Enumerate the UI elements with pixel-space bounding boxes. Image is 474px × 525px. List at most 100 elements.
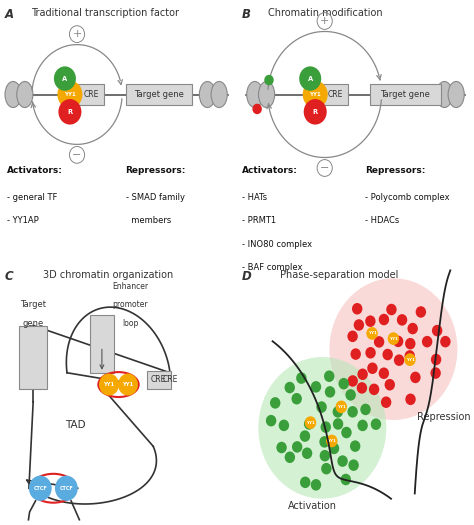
Text: TAD: TAD <box>65 420 86 430</box>
FancyBboxPatch shape <box>19 326 47 388</box>
Circle shape <box>300 430 310 442</box>
Text: loop: loop <box>122 319 138 328</box>
Circle shape <box>279 419 289 431</box>
Circle shape <box>316 401 327 413</box>
Circle shape <box>393 335 403 347</box>
Text: - HDACs: - HDACs <box>365 216 399 225</box>
Text: members: members <box>126 216 171 225</box>
Text: B: B <box>242 8 251 21</box>
Circle shape <box>405 394 416 405</box>
Text: - BAF complex: - BAF complex <box>242 264 302 272</box>
Circle shape <box>99 374 119 396</box>
Circle shape <box>386 304 397 316</box>
Circle shape <box>57 81 82 108</box>
Text: Repression: Repression <box>417 412 471 422</box>
Circle shape <box>365 347 376 359</box>
Text: - general TF: - general TF <box>7 193 57 202</box>
Circle shape <box>336 401 347 413</box>
Circle shape <box>357 419 368 431</box>
Circle shape <box>284 382 295 393</box>
Circle shape <box>388 332 399 345</box>
Circle shape <box>379 314 389 326</box>
Circle shape <box>357 382 367 394</box>
Text: YY1: YY1 <box>337 405 346 409</box>
Circle shape <box>303 81 328 108</box>
Circle shape <box>258 357 386 499</box>
Text: Chromatin modification: Chromatin modification <box>268 8 383 18</box>
Circle shape <box>346 389 356 401</box>
Circle shape <box>326 435 337 447</box>
Text: - YY1AP: - YY1AP <box>7 216 39 225</box>
Circle shape <box>360 404 371 415</box>
Circle shape <box>324 371 335 382</box>
Circle shape <box>381 396 392 408</box>
Circle shape <box>304 99 327 124</box>
Circle shape <box>348 459 359 471</box>
Circle shape <box>118 374 138 396</box>
Text: CRE: CRE <box>163 375 178 384</box>
Circle shape <box>347 375 358 387</box>
Circle shape <box>337 455 348 467</box>
Text: Target: Target <box>20 300 46 309</box>
Circle shape <box>270 397 281 408</box>
Circle shape <box>371 418 381 430</box>
Circle shape <box>350 348 361 360</box>
Circle shape <box>252 104 262 114</box>
Ellipse shape <box>17 81 33 108</box>
Text: Repressors:: Repressors: <box>365 166 425 175</box>
Circle shape <box>276 442 287 453</box>
Circle shape <box>54 66 76 91</box>
Circle shape <box>320 422 331 433</box>
Ellipse shape <box>247 81 263 108</box>
Circle shape <box>394 354 404 366</box>
Text: Enhancer: Enhancer <box>112 282 148 291</box>
Text: Activation: Activation <box>288 501 337 511</box>
Circle shape <box>365 316 375 327</box>
Ellipse shape <box>200 81 216 108</box>
Circle shape <box>296 372 307 384</box>
Text: Phase-separation model: Phase-separation model <box>280 270 398 280</box>
Circle shape <box>384 379 395 391</box>
Text: CRE: CRE <box>151 375 166 384</box>
Circle shape <box>440 336 451 348</box>
Text: - INO80 complex: - INO80 complex <box>242 240 312 249</box>
Circle shape <box>311 479 321 490</box>
Circle shape <box>302 447 312 459</box>
Circle shape <box>311 381 321 393</box>
Circle shape <box>338 378 349 390</box>
Circle shape <box>292 393 302 404</box>
Circle shape <box>354 319 364 331</box>
FancyBboxPatch shape <box>322 84 348 105</box>
Circle shape <box>329 278 457 420</box>
Circle shape <box>305 416 316 429</box>
Circle shape <box>29 476 52 501</box>
Text: R: R <box>67 109 73 115</box>
Circle shape <box>432 325 442 337</box>
Text: YY1: YY1 <box>389 337 398 341</box>
Text: CRE: CRE <box>328 90 343 99</box>
Text: Target gene: Target gene <box>380 90 430 99</box>
Text: YY1: YY1 <box>406 358 414 362</box>
Circle shape <box>410 372 420 383</box>
Text: A: A <box>308 76 313 81</box>
Circle shape <box>264 75 274 85</box>
Circle shape <box>341 427 352 438</box>
Circle shape <box>352 303 363 314</box>
Circle shape <box>266 415 276 426</box>
Ellipse shape <box>211 81 227 108</box>
Circle shape <box>292 441 302 453</box>
Text: CTCF: CTCF <box>33 486 47 491</box>
Text: −: − <box>73 150 82 160</box>
Circle shape <box>321 463 332 475</box>
Text: D: D <box>242 270 252 284</box>
Circle shape <box>333 418 343 430</box>
Circle shape <box>58 99 82 124</box>
Text: +: + <box>320 16 329 26</box>
Text: - HATs: - HATs <box>242 193 267 202</box>
FancyBboxPatch shape <box>370 84 441 105</box>
Text: YY1: YY1 <box>122 382 134 387</box>
FancyBboxPatch shape <box>126 84 192 105</box>
Circle shape <box>299 66 321 91</box>
FancyBboxPatch shape <box>90 315 114 373</box>
Circle shape <box>430 368 441 379</box>
